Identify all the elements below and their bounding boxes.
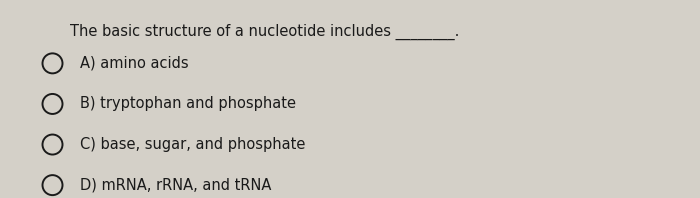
- Text: A) amino acids: A) amino acids: [80, 56, 189, 71]
- Text: The basic structure of a nucleotide includes ________.: The basic structure of a nucleotide incl…: [70, 24, 459, 40]
- Text: C) base, sugar, and phosphate: C) base, sugar, and phosphate: [80, 137, 306, 152]
- Text: B) tryptophan and phosphate: B) tryptophan and phosphate: [80, 96, 297, 111]
- Text: D) mRNA, rRNA, and tRNA: D) mRNA, rRNA, and tRNA: [80, 178, 272, 193]
